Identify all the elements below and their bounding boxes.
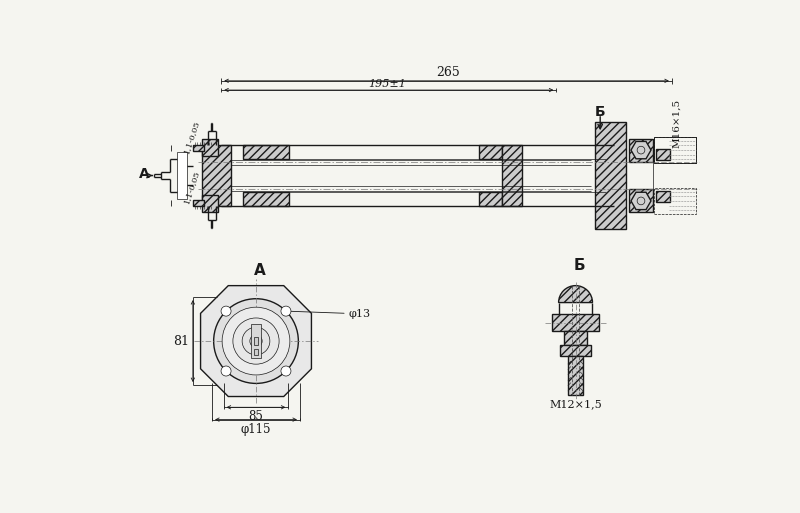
Text: φ13: φ13	[349, 309, 370, 319]
Circle shape	[233, 318, 279, 364]
Bar	[254, 349, 258, 355]
Text: Б: Б	[595, 105, 606, 120]
Circle shape	[221, 306, 231, 316]
Text: Б: Б	[574, 259, 586, 273]
Circle shape	[242, 327, 270, 355]
Circle shape	[281, 306, 291, 316]
Bar	[568, 357, 583, 395]
Bar	[630, 139, 653, 162]
Wedge shape	[558, 286, 593, 303]
Bar	[502, 145, 522, 206]
Bar	[243, 145, 289, 159]
Bar	[594, 122, 626, 229]
Text: 265: 265	[437, 66, 460, 78]
Text: 85: 85	[249, 410, 263, 423]
Bar	[479, 145, 502, 159]
Text: 1,1-0,05: 1,1-0,05	[183, 169, 201, 205]
Bar	[250, 324, 262, 358]
Circle shape	[214, 299, 298, 383]
Text: φ115: φ115	[241, 423, 271, 436]
Bar	[654, 137, 697, 163]
Bar	[193, 200, 204, 206]
Bar	[254, 337, 258, 345]
Bar	[178, 152, 186, 199]
Text: A: A	[254, 263, 266, 278]
Text: M16×1,5: M16×1,5	[672, 98, 681, 148]
Circle shape	[250, 335, 262, 347]
Bar	[202, 145, 231, 206]
Bar	[243, 192, 289, 206]
Bar	[479, 192, 502, 206]
Bar	[654, 137, 697, 163]
Bar	[654, 137, 697, 163]
Bar	[564, 331, 587, 345]
Text: M12×1,5: M12×1,5	[549, 399, 602, 409]
Bar	[656, 149, 670, 160]
Bar	[654, 188, 697, 214]
Circle shape	[281, 366, 291, 376]
Text: 81: 81	[173, 334, 189, 348]
Bar	[656, 191, 670, 203]
Bar	[202, 195, 218, 212]
Text: 1,1-0,05: 1,1-0,05	[183, 119, 201, 154]
Text: A: A	[139, 167, 150, 181]
Polygon shape	[201, 286, 311, 397]
Bar	[560, 345, 591, 357]
Circle shape	[222, 307, 290, 375]
Bar	[553, 314, 598, 331]
Text: 195±1: 195±1	[368, 78, 406, 89]
Bar	[630, 189, 653, 212]
Bar	[193, 145, 204, 151]
Bar	[202, 140, 218, 156]
Circle shape	[221, 366, 231, 376]
